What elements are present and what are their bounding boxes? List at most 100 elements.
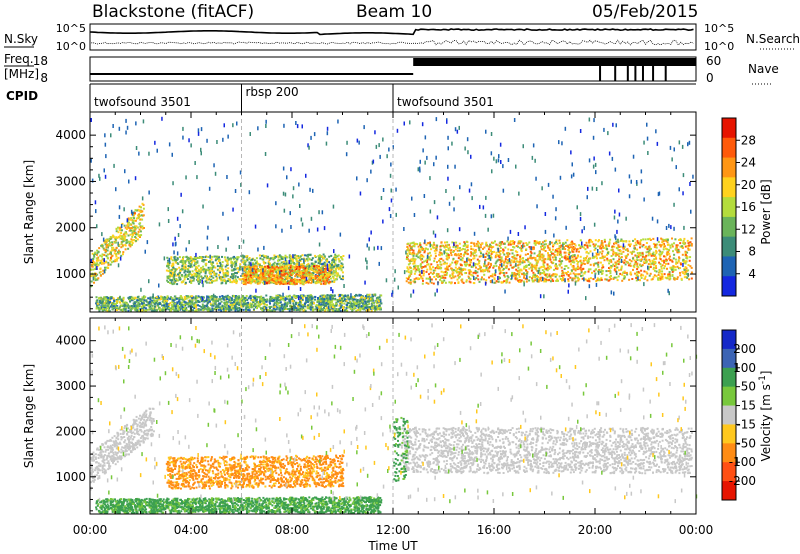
- echo-cell: [340, 264, 342, 267]
- echo-cell: [103, 248, 106, 251]
- echo-cell: [486, 250, 489, 253]
- echo-cell: [672, 257, 675, 260]
- echo-cell: [469, 260, 472, 263]
- echo-cell: [635, 274, 638, 277]
- echo-cell: [615, 240, 618, 243]
- echo-cell: [628, 278, 631, 281]
- echo-cell: [323, 278, 326, 281]
- echo-cell: [105, 240, 108, 243]
- echo-cell: [645, 261, 648, 264]
- echo-cell: [608, 259, 611, 262]
- echo-cell: [225, 275, 228, 278]
- echo-cell: [276, 267, 279, 270]
- echo-cell: [510, 259, 513, 262]
- echo-cell: [528, 279, 531, 282]
- echo-cell: [575, 257, 578, 260]
- echo-cell: [301, 254, 304, 257]
- echo-cell: [566, 239, 569, 242]
- echo-cell: [138, 209, 141, 212]
- echo-cell: [290, 274, 293, 277]
- echo-cell: [180, 260, 183, 263]
- echo-cell: [273, 279, 276, 282]
- echo-cell: [686, 276, 689, 279]
- echo-cell: [511, 252, 514, 255]
- echo-cell: [523, 265, 526, 268]
- echo-cell: [464, 248, 466, 251]
- echo-cell: [141, 227, 144, 230]
- echo-cell: [104, 243, 107, 246]
- echo-cell: [648, 266, 650, 269]
- echo-cell: [458, 266, 461, 269]
- echo-cell: [613, 245, 616, 248]
- echo-cell: [232, 273, 235, 276]
- echo-cell: [554, 256, 557, 259]
- echo-cell: [121, 229, 123, 232]
- echo-cell: [411, 253, 414, 256]
- echo-cell: [253, 280, 256, 283]
- echo-cell: [546, 263, 549, 266]
- echo-cell: [528, 241, 531, 244]
- echo-cell: [311, 267, 314, 270]
- echo-cell: [272, 281, 275, 284]
- echo-cell: [177, 309, 179, 312]
- echo-cell: [304, 274, 307, 277]
- echo-cell: [505, 261, 508, 264]
- echo-cell: [293, 267, 296, 270]
- echo-cell: [281, 263, 284, 266]
- echo-cell: [612, 250, 615, 253]
- echo-cell: [368, 293, 371, 296]
- echo-cell: [605, 274, 608, 277]
- echo-cell: [252, 266, 255, 269]
- echo-cell: [627, 253, 629, 256]
- echo-cell: [651, 262, 654, 265]
- echo-cell: [676, 248, 679, 251]
- echo-cell: [567, 278, 570, 281]
- echo-cell: [232, 275, 235, 278]
- echo-cell: [331, 272, 333, 275]
- echo-cell: [451, 269, 454, 272]
- echo-cell: [509, 241, 512, 244]
- echo-cell: [666, 241, 669, 244]
- echo-cell: [169, 272, 172, 274]
- echo-cell: [311, 268, 314, 271]
- echo-cell: [277, 277, 280, 280]
- echo-cell: [138, 214, 141, 217]
- echo-cell: [549, 254, 552, 257]
- echo-cell: [428, 265, 431, 268]
- echo-cell: [612, 278, 615, 280]
- echo-cell: [234, 276, 237, 279]
- echo-cell: [629, 264, 632, 267]
- echo-cell: [444, 276, 447, 279]
- echo-cell: [131, 235, 134, 238]
- echo-cell: [198, 270, 200, 273]
- echo-cell: [592, 243, 595, 246]
- echo-cell: [136, 217, 138, 220]
- echo-cell: [234, 275, 237, 278]
- echo-cell: [637, 255, 640, 258]
- echo-cell: [600, 277, 603, 280]
- echo-cell: [567, 270, 569, 273]
- echo-cell: [469, 281, 472, 284]
- echo-cell: [411, 248, 414, 251]
- echo-cell: [282, 282, 285, 285]
- echo-cell: [576, 255, 579, 258]
- echo-cell: [559, 278, 562, 280]
- echo-cell: [497, 280, 500, 283]
- echo-cell: [281, 278, 284, 281]
- echo-cell: [519, 242, 522, 245]
- echo-cell: [90, 280, 93, 283]
- echo-cell: [176, 258, 179, 261]
- echo-cell: [455, 260, 457, 263]
- echo-cell: [636, 265, 639, 268]
- echo-cell: [622, 247, 625, 250]
- echo-cell: [464, 272, 467, 275]
- echo-cell: [270, 300, 273, 302]
- echo-cell: [628, 258, 631, 261]
- echo-cell: [571, 277, 574, 280]
- echo-cell: [679, 239, 682, 242]
- echo-cell: [673, 242, 675, 245]
- echo-cell: [549, 258, 552, 261]
- echo-cell: [279, 265, 282, 268]
- echo-cell: [283, 278, 286, 281]
- echo-cell: [445, 254, 448, 257]
